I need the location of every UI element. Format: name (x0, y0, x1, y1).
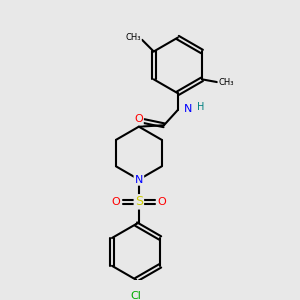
Text: Cl: Cl (130, 292, 142, 300)
Text: O: O (134, 114, 143, 124)
Text: N: N (135, 175, 143, 184)
Text: CH₃: CH₃ (218, 78, 234, 87)
Text: CH₃: CH₃ (125, 32, 141, 41)
Text: O: O (112, 197, 120, 207)
Text: O: O (157, 197, 166, 207)
Text: N: N (184, 103, 193, 114)
Text: S: S (135, 195, 143, 208)
Text: H: H (197, 102, 204, 112)
